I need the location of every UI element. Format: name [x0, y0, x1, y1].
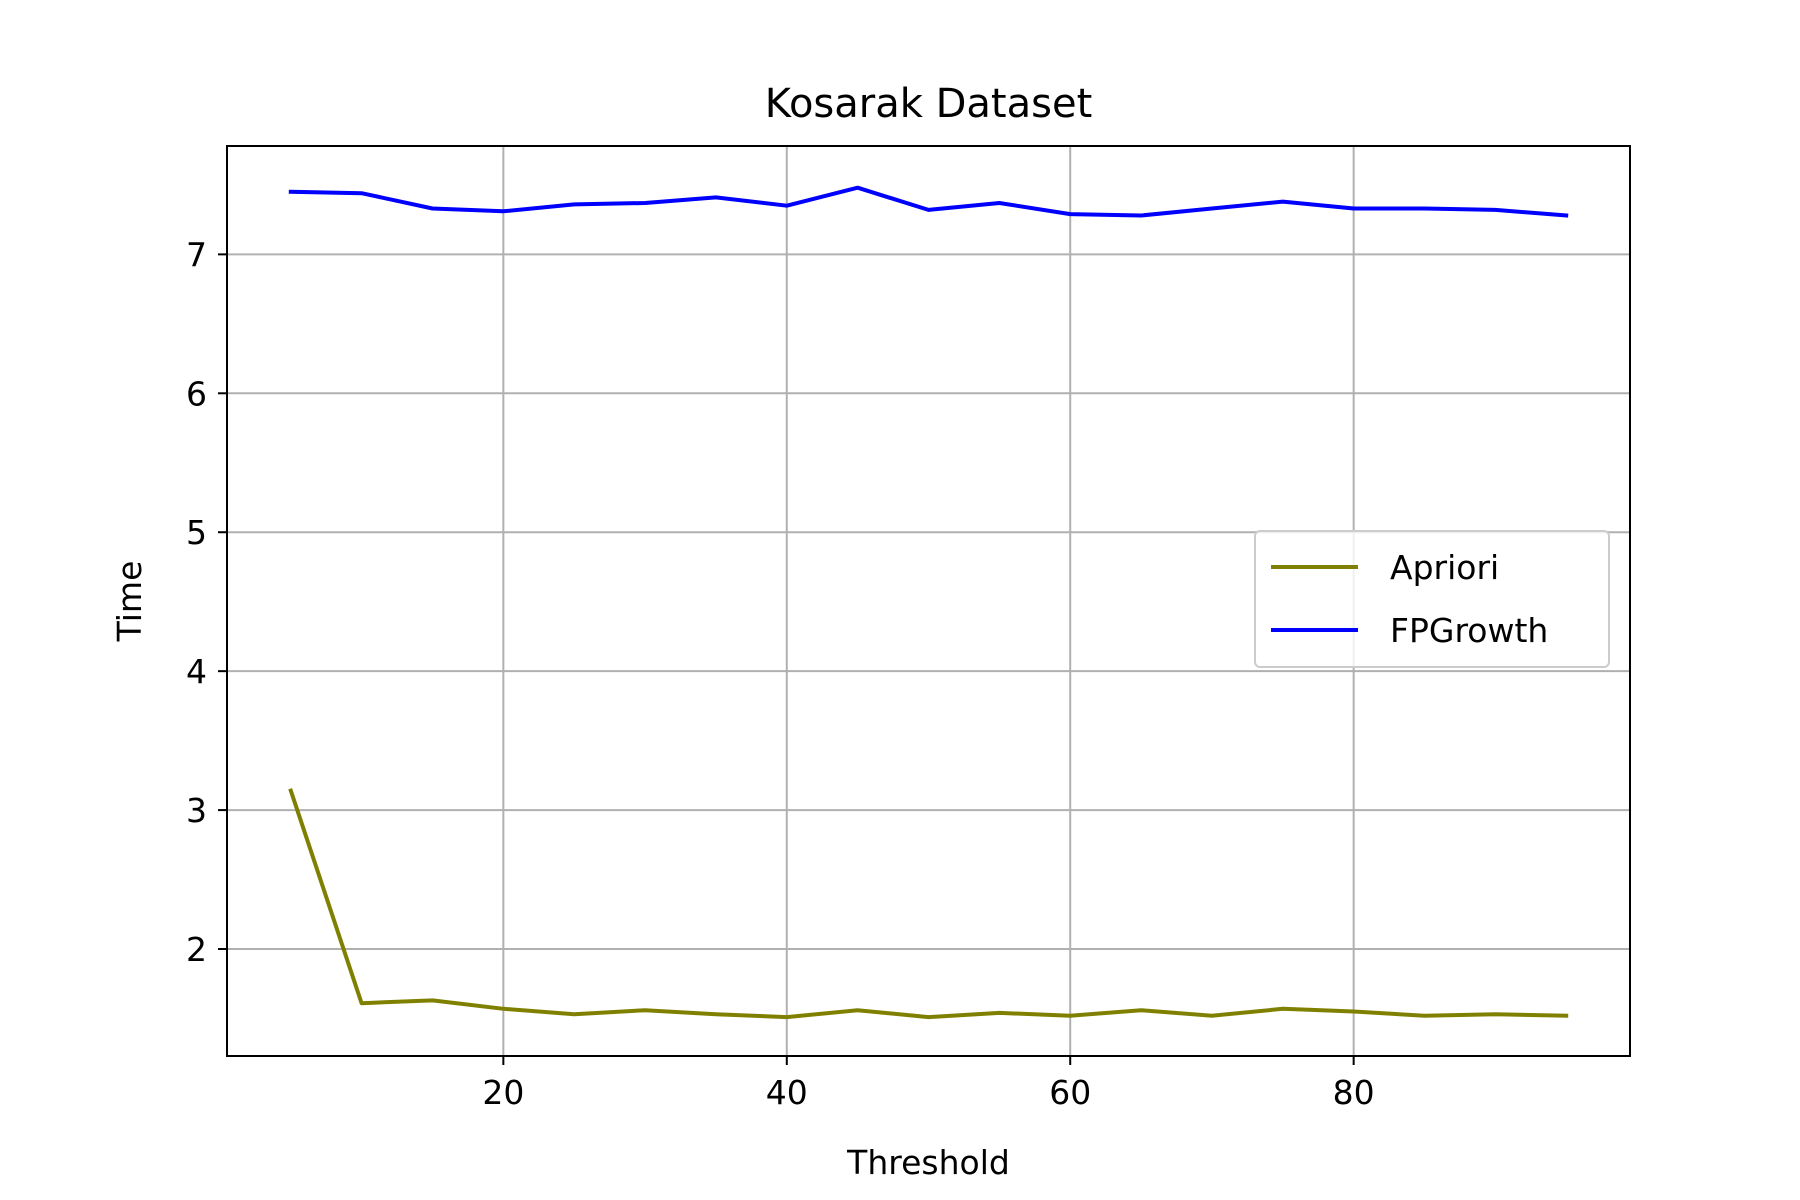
y-tick-label: 7 [186, 235, 207, 274]
x-axis-label: Threshold [846, 1143, 1010, 1182]
series-line-fpgrowth [288, 185, 1569, 218]
y-tick-label: 6 [186, 374, 207, 413]
chart-title: Kosarak Dataset [765, 81, 1093, 127]
ticks: 20 40 60 80 2 3 4 5 6 7 [186, 235, 1375, 1112]
plot-frame [226, 145, 1631, 1057]
legend-label: FPGrowth [1390, 611, 1548, 650]
x-tick-label: 40 [766, 1073, 808, 1112]
x-tick-label: 60 [1049, 1073, 1091, 1112]
legend-label: Apriori [1390, 548, 1499, 587]
series-layer [288, 185, 1569, 1020]
legend: Apriori FPGrowth [1254, 530, 1610, 668]
y-tick-label: 2 [186, 930, 207, 969]
y-axis-label: Time [110, 561, 149, 643]
x-tick-label: 20 [482, 1073, 524, 1112]
y-tick-label: 5 [186, 513, 207, 552]
grid [227, 146, 1630, 1056]
series-line-apriori [288, 788, 1569, 1020]
y-tick-label: 4 [186, 652, 207, 691]
y-tick-label: 3 [186, 791, 207, 830]
x-tick-label: 80 [1333, 1073, 1375, 1112]
